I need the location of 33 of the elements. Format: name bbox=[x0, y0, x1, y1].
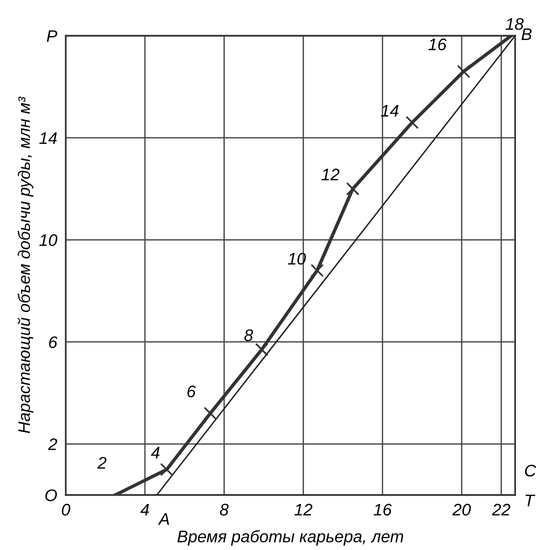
point bbox=[346, 182, 360, 196]
point bbox=[204, 406, 217, 420]
annotation: A bbox=[158, 513, 170, 525]
y-tick-label: 2 bbox=[48, 438, 58, 450]
x-tick-label: 22 bbox=[492, 504, 510, 516]
x-tick-label: 8 bbox=[220, 504, 229, 516]
annotation: B bbox=[522, 28, 532, 40]
annotation: 4 bbox=[150, 446, 160, 458]
x-tick-label: 0 bbox=[62, 504, 70, 516]
annotation: 2 bbox=[97, 456, 106, 469]
y-tick-label: 10 bbox=[39, 234, 58, 246]
point bbox=[255, 342, 268, 356]
x-tick-label: 4 bbox=[140, 504, 149, 516]
point bbox=[160, 462, 174, 476]
point bbox=[310, 264, 324, 278]
x-axis-title: Время работы карьера, лет bbox=[177, 530, 404, 546]
annotation: 18 bbox=[506, 18, 524, 30]
point bbox=[406, 116, 419, 130]
text: T bbox=[526, 494, 536, 506]
y-axis-title: Нарастающий объем добычи руды, млн м³ bbox=[18, 96, 34, 434]
annotation: 8 bbox=[244, 329, 254, 342]
text: C bbox=[525, 464, 536, 477]
y-tick-label: O bbox=[45, 489, 57, 502]
y-tick-label: P bbox=[46, 30, 58, 42]
annotation: 12 bbox=[322, 168, 340, 180]
x-tick-label: 16 bbox=[374, 504, 392, 516]
y-tick-label: 6 bbox=[49, 336, 58, 348]
point bbox=[457, 64, 470, 78]
y-tick-label: 14 bbox=[39, 132, 57, 144]
x-tick-label: 12 bbox=[294, 504, 312, 516]
annotation: 16 bbox=[428, 38, 447, 50]
x-tick-label: 20 bbox=[452, 504, 471, 516]
annotation: 6 bbox=[187, 386, 196, 398]
